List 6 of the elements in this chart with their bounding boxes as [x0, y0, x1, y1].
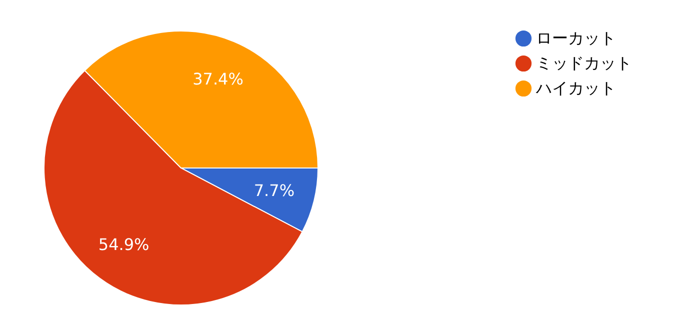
legend-label: ハイカット: [535, 78, 616, 98]
data-label: 54.9%: [98, 235, 150, 254]
data-label: 37.4%: [192, 69, 244, 88]
legend-label: ミッドカット: [536, 54, 632, 72]
data-label: 7.7%: [254, 180, 295, 200]
legend-label: ローカット: [536, 28, 616, 48]
